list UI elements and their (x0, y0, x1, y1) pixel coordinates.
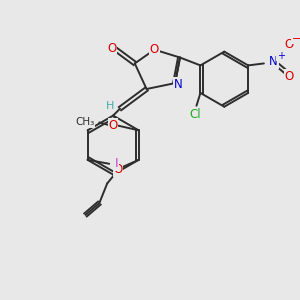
Text: −: − (292, 34, 300, 44)
Text: O: O (285, 70, 294, 83)
Text: H: H (106, 101, 114, 111)
Text: N: N (269, 55, 278, 68)
Text: CH₃: CH₃ (75, 118, 94, 128)
Text: Cl: Cl (190, 108, 201, 121)
Text: O: O (285, 38, 294, 51)
Text: N: N (174, 78, 182, 91)
Text: O: O (150, 43, 159, 56)
Text: I: I (114, 157, 118, 170)
Text: O: O (107, 42, 117, 55)
Text: O: O (113, 163, 123, 176)
Text: O: O (109, 119, 118, 132)
Text: +: + (277, 51, 285, 61)
